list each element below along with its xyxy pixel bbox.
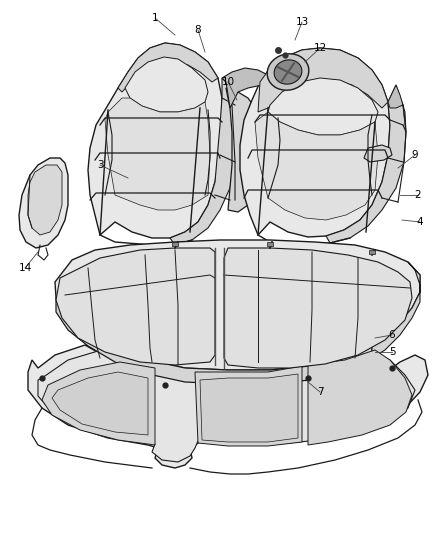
Polygon shape (222, 68, 270, 108)
Polygon shape (118, 43, 218, 92)
Text: 14: 14 (18, 263, 32, 273)
Polygon shape (55, 240, 420, 370)
Polygon shape (240, 48, 390, 237)
Ellipse shape (274, 60, 302, 84)
Polygon shape (326, 85, 406, 243)
Polygon shape (52, 372, 148, 435)
Polygon shape (38, 348, 415, 462)
Text: 5: 5 (389, 347, 396, 357)
Polygon shape (388, 85, 406, 132)
Polygon shape (364, 145, 392, 162)
Polygon shape (226, 88, 258, 212)
Text: 9: 9 (412, 150, 418, 160)
Text: 6: 6 (389, 330, 396, 340)
Text: 10: 10 (222, 77, 235, 87)
Polygon shape (224, 248, 412, 368)
Polygon shape (125, 57, 208, 112)
Polygon shape (28, 345, 428, 468)
Polygon shape (200, 374, 298, 442)
Text: 1: 1 (152, 13, 158, 23)
Polygon shape (170, 78, 235, 245)
Bar (369, 250, 375, 254)
Polygon shape (308, 350, 412, 445)
Text: 12: 12 (313, 43, 327, 53)
Text: 3: 3 (97, 160, 103, 170)
Bar (172, 242, 178, 246)
Polygon shape (105, 98, 210, 210)
Polygon shape (258, 48, 388, 112)
Text: 7: 7 (317, 387, 323, 397)
Polygon shape (19, 158, 68, 248)
Text: 2: 2 (415, 190, 421, 200)
Polygon shape (42, 362, 155, 445)
Polygon shape (56, 248, 215, 365)
Polygon shape (28, 165, 62, 235)
Polygon shape (255, 112, 378, 220)
Text: 8: 8 (194, 25, 201, 35)
Text: 4: 4 (417, 217, 423, 227)
Bar (267, 242, 273, 246)
Polygon shape (88, 43, 222, 238)
Polygon shape (56, 298, 372, 384)
Polygon shape (195, 366, 302, 446)
Polygon shape (268, 78, 378, 135)
Ellipse shape (267, 54, 309, 90)
Text: 13: 13 (295, 17, 309, 27)
Polygon shape (372, 262, 420, 358)
